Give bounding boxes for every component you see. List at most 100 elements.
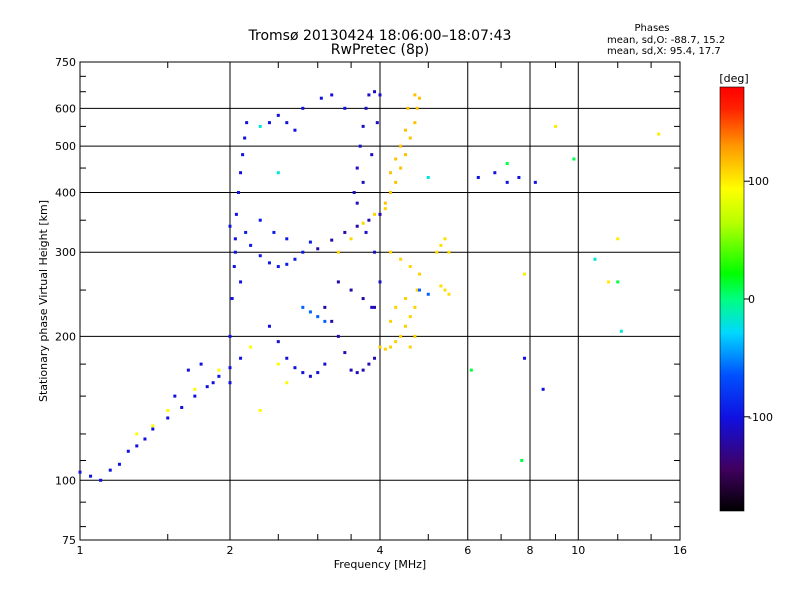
echo-point [403,297,407,301]
y-tick-label: 100 [55,474,76,487]
x-tick-label: 6 [464,544,471,557]
echo-point [276,113,280,117]
echo-point [243,136,247,140]
echo-point [413,121,417,125]
echo-point [258,124,262,128]
echo-point [330,238,334,242]
echo-point [217,374,221,378]
echo-point [151,424,155,428]
echo-point [361,180,365,184]
echo-point [267,261,271,265]
echo-point [293,366,297,370]
echo-point [301,250,305,254]
echo-point [217,368,221,372]
echo-point [447,250,451,254]
echo-point [415,288,419,292]
echo-point [378,93,382,97]
echo-point [394,340,398,344]
echo-point [301,371,305,375]
echo-point [166,408,170,412]
echo-point [323,362,327,366]
echo-point [361,221,365,225]
echo-point [426,292,430,296]
echo-point [389,319,393,323]
echo-point [343,106,347,110]
echo-point [505,161,509,165]
echo-point [285,262,289,266]
echo-point [541,387,545,391]
minor-ticks [80,62,680,540]
echo-point [426,175,430,179]
echo-point [370,305,374,309]
echo-point [413,334,417,338]
echo-point [355,224,359,228]
echo-point [523,272,527,276]
echo-point [399,144,403,148]
chart-subtitle: RwPretec (8p) [331,42,429,58]
echo-point [364,106,368,110]
echo-point [258,408,262,412]
echo-point [378,280,382,284]
echo-point [373,305,377,309]
echo-point [408,315,412,319]
echo-point [616,280,620,284]
echo-point [323,305,327,309]
echo-point [439,243,443,247]
echo-point [375,121,379,125]
echo-point [232,265,236,269]
echo-point [373,250,377,254]
echo-point [239,280,243,284]
echo-point [239,356,243,360]
echo-point [117,462,121,466]
echo-point [301,106,305,110]
colorbar [719,86,745,512]
echo-point [394,157,398,161]
echo-point [417,288,421,292]
x-tick-labels: 1 2 4 6 8 10 16 [77,544,688,557]
echo-point [143,437,147,441]
echo-point [228,381,232,385]
y-tick-label: 750 [55,56,76,69]
echo-point [403,128,407,132]
echo-point [403,324,407,328]
echo-point [394,305,398,309]
colorbar-ticks: 100 0 -100 [744,175,773,424]
echo-point [361,368,365,372]
echo-point [234,212,238,216]
echo-point [336,250,340,254]
echo-point [355,166,359,170]
phase-info-x-mode: mean, sd,X: 95.4, 17.7 [607,46,721,57]
echo-point [408,136,412,140]
echo-point [364,230,368,234]
echo-point [236,190,240,194]
echo-point [99,478,103,482]
echo-point [413,93,417,97]
colorbar-unit-label: [deg] [719,72,748,85]
echo-point [367,93,371,97]
echo-point [316,247,320,251]
echo-point [211,381,215,385]
colorbar-tick-label: 100 [748,175,769,188]
echo-point [435,250,439,254]
echo-point [239,171,243,175]
echo-point [308,374,312,378]
echo-point [323,319,327,323]
echo-point [343,230,347,234]
echo-point [389,171,393,175]
echo-point [408,345,412,349]
echo-point [403,153,407,157]
echo-point [349,237,353,241]
echo-point [399,257,403,261]
echo-point [373,90,377,94]
echo-point [308,310,312,314]
echo-point [276,362,280,366]
echo-point [228,366,232,370]
echo-point [355,201,359,205]
y-axis-label: Stationary phase Virtual Height [km] [37,200,50,402]
echo-point [228,224,232,228]
echo-point [415,106,419,110]
echo-point [349,368,353,372]
y-tick-label: 75 [62,534,76,547]
echo-point [244,230,248,234]
y-tick-labels: 75 100 200 300 400 500 600 750 [55,56,76,547]
